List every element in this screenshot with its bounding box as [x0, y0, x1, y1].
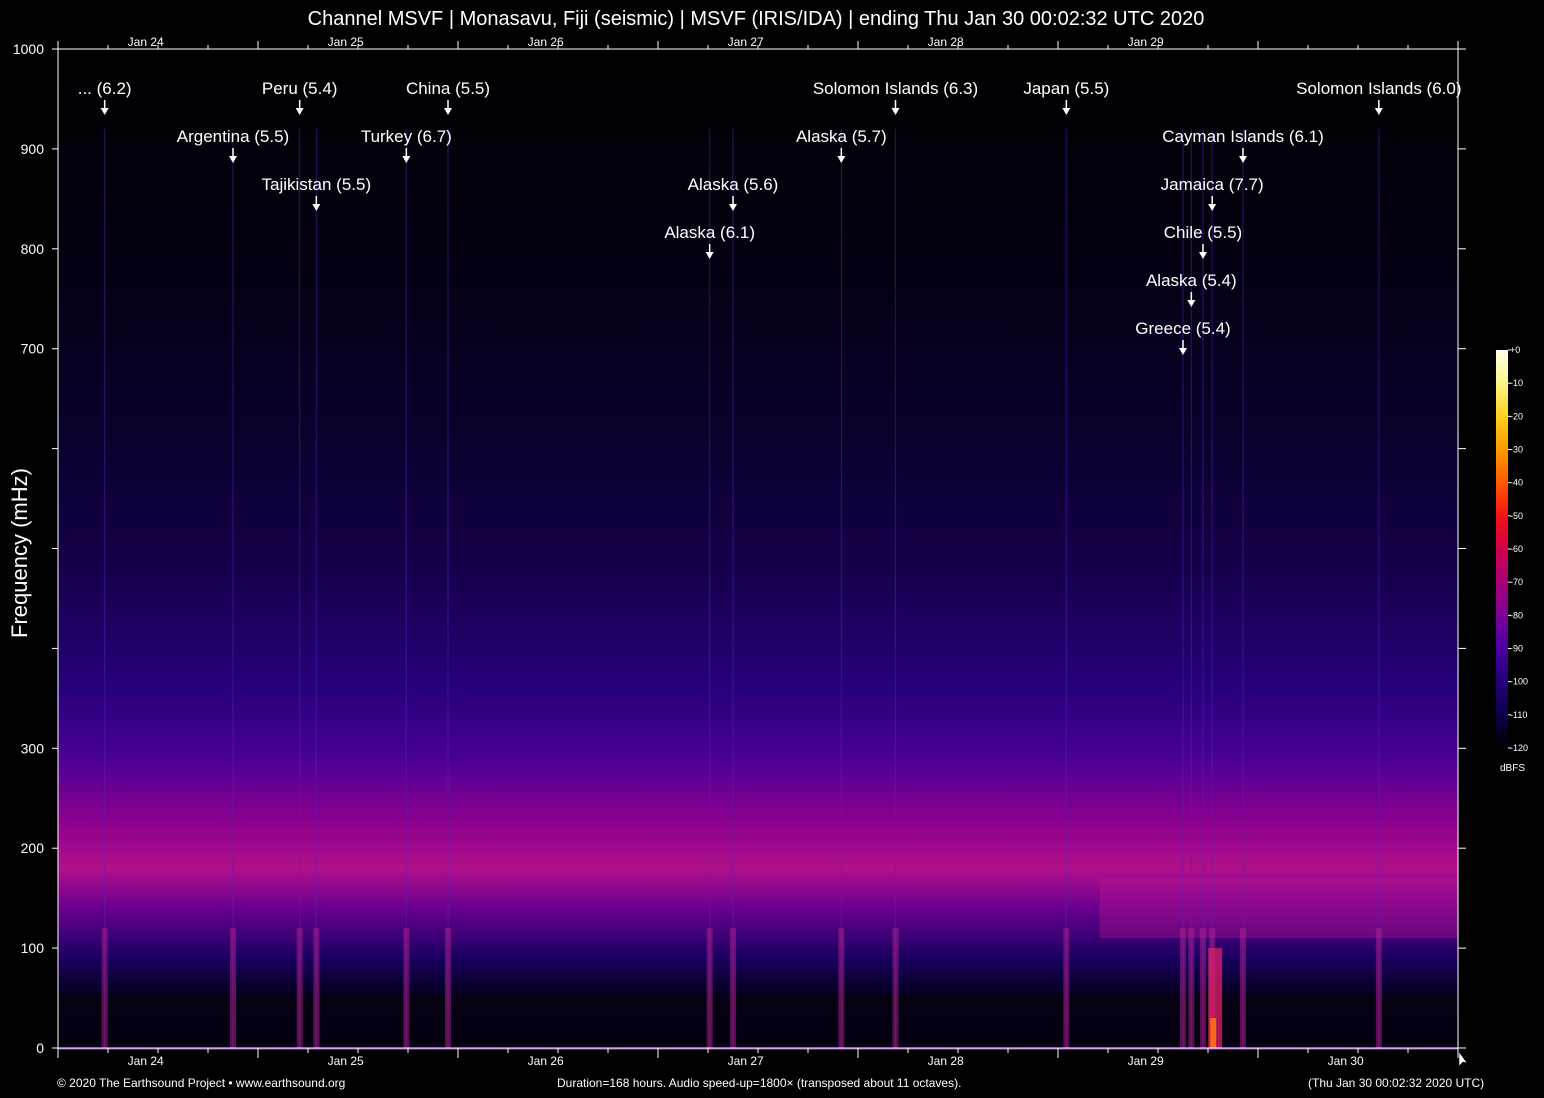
- event-trace-lowfreq: [403, 928, 410, 1048]
- event-trace-lowfreq: [1200, 928, 1206, 1048]
- event-trace-lowfreq: [1063, 928, 1070, 1048]
- event-label: Greece (5.4): [1135, 319, 1230, 338]
- footer-copyright: © 2020 The Earthsound Project • www.eart…: [57, 1076, 346, 1090]
- event-label: Alaska (5.4): [1146, 271, 1237, 290]
- event-arrow-head: [295, 108, 304, 115]
- major-event-core: [1210, 1018, 1217, 1048]
- event-label: Chile (5.5): [1164, 223, 1242, 242]
- cursor-arrow-icon: [1458, 1051, 1468, 1067]
- event-label: Jamaica (7.7): [1161, 175, 1264, 194]
- y-tick-label: 100: [21, 940, 45, 956]
- low-frequency-band: [58, 993, 1458, 1048]
- event-label: Solomon Islands (6.3): [813, 79, 978, 98]
- event-label: Alaska (5.7): [796, 127, 887, 146]
- event-label: Alaska (5.6): [688, 175, 779, 194]
- colorbar-tick-label: -50: [1510, 511, 1523, 521]
- x-tick-label: Jan 25: [328, 1054, 364, 1068]
- event-arrow-head: [891, 108, 900, 115]
- event-arrow-head: [729, 204, 737, 211]
- x-tick-label-top: Jan 29: [1128, 35, 1164, 49]
- event-arrow-head: [1199, 252, 1207, 259]
- colorbar-tick-label: -60: [1510, 544, 1523, 554]
- y-axis-label: Frequency (mHz): [7, 468, 32, 638]
- event-arrow-head: [100, 108, 109, 115]
- event-trace-lowfreq: [1188, 928, 1195, 1048]
- event-label: Solomon Islands (6.0): [1296, 79, 1461, 98]
- y-tick-label: 300: [21, 740, 45, 756]
- event-trace-lowfreq: [313, 928, 320, 1048]
- colorbar-unit: dBFS: [1500, 763, 1525, 774]
- event-arrow-head: [1179, 348, 1187, 355]
- event-trace-lowfreq: [296, 928, 303, 1048]
- event-label: Alaska (6.1): [664, 223, 755, 242]
- event-trace-lowfreq: [730, 928, 736, 1048]
- chart-title: Channel MSVF | Monasavu, Fiji (seismic) …: [307, 8, 1205, 30]
- footer-duration: Duration=168 hours. Audio speed-up=1800×…: [557, 1076, 962, 1090]
- event-trace-lowfreq: [838, 928, 845, 1048]
- event-trace-lowfreq: [892, 928, 899, 1048]
- event-trace-lowfreq: [1240, 928, 1246, 1048]
- y-tick-label: 700: [21, 341, 45, 357]
- colorbar-tick-label: -20: [1510, 411, 1523, 421]
- y-tick-label: 800: [21, 241, 45, 257]
- event-label: Cayman Islands (6.1): [1162, 127, 1324, 146]
- event-label: Argentina (5.5): [177, 127, 289, 146]
- event-arrow-head: [1208, 204, 1217, 211]
- event-label: Japan (5.5): [1023, 79, 1109, 98]
- colorbar-tick-label: -100: [1510, 677, 1528, 687]
- x-tick-label-top: Jan 25: [328, 35, 364, 49]
- spectral-band-highlight: [1099, 878, 1458, 939]
- event-arrow-head: [1374, 108, 1383, 115]
- colorbar-tick-label: -110: [1510, 710, 1527, 720]
- event-arrow-head: [837, 156, 846, 163]
- y-tick-label: 1000: [13, 41, 44, 57]
- x-tick-label: Jan 24: [128, 1054, 164, 1068]
- colorbar-tick-label: -80: [1510, 610, 1523, 620]
- spectrogram-background: [58, 49, 1458, 1048]
- x-tick-label-top: Jan 26: [528, 35, 564, 49]
- event-arrow-head: [312, 204, 321, 211]
- event-arrow-head: [1187, 300, 1196, 307]
- event-arrow-head: [402, 156, 411, 163]
- event-label: Turkey (6.7): [361, 127, 452, 146]
- event-label: Tajikistan (5.5): [262, 175, 372, 194]
- event-trace-lowfreq: [706, 928, 713, 1048]
- colorbar-tick-label: +0: [1510, 345, 1520, 355]
- event-trace-lowfreq: [230, 928, 236, 1048]
- x-tick-label: Jan 30: [1328, 1054, 1364, 1068]
- colorbar: [1496, 350, 1508, 748]
- x-tick-label: Jan 29: [1128, 1054, 1164, 1068]
- event-label: China (5.5): [406, 79, 490, 98]
- event-arrow-head: [1239, 156, 1247, 163]
- y-tick-label: 900: [21, 141, 45, 157]
- y-tick-label: 0: [36, 1040, 44, 1056]
- x-tick-label-top: Jan 24: [128, 35, 164, 49]
- x-tick-label-top: Jan 28: [928, 35, 964, 49]
- y-tick-label: 200: [21, 840, 45, 856]
- x-tick-label: Jan 28: [928, 1054, 964, 1068]
- colorbar-tick-label: -40: [1510, 478, 1523, 488]
- event-label: Peru (5.4): [262, 79, 338, 98]
- colorbar-tick-label: -70: [1510, 577, 1523, 587]
- colorbar-tick-label: -30: [1510, 445, 1523, 455]
- colorbar-tick-label: -120: [1510, 743, 1528, 753]
- event-arrow-head: [229, 156, 237, 163]
- colorbar-tick-label: -90: [1510, 644, 1523, 654]
- event-trace-lowfreq: [445, 928, 451, 1048]
- event-trace-lowfreq: [101, 928, 108, 1048]
- colorbar-tick-label: -10: [1510, 378, 1523, 388]
- event-trace-lowfreq: [1180, 928, 1186, 1048]
- x-tick-label: Jan 27: [728, 1054, 764, 1068]
- event-arrow-head: [1062, 108, 1071, 115]
- event-arrow-head: [705, 252, 714, 259]
- x-tick-label: Jan 26: [528, 1054, 564, 1068]
- footer-timestamp: (Thu Jan 30 00:02:32 2020 UTC): [1308, 1076, 1485, 1090]
- event-arrow-head: [444, 108, 452, 115]
- event-trace-lowfreq: [1375, 928, 1382, 1048]
- x-tick-label-top: Jan 27: [728, 35, 764, 49]
- event-label: ... (6.2): [78, 79, 132, 98]
